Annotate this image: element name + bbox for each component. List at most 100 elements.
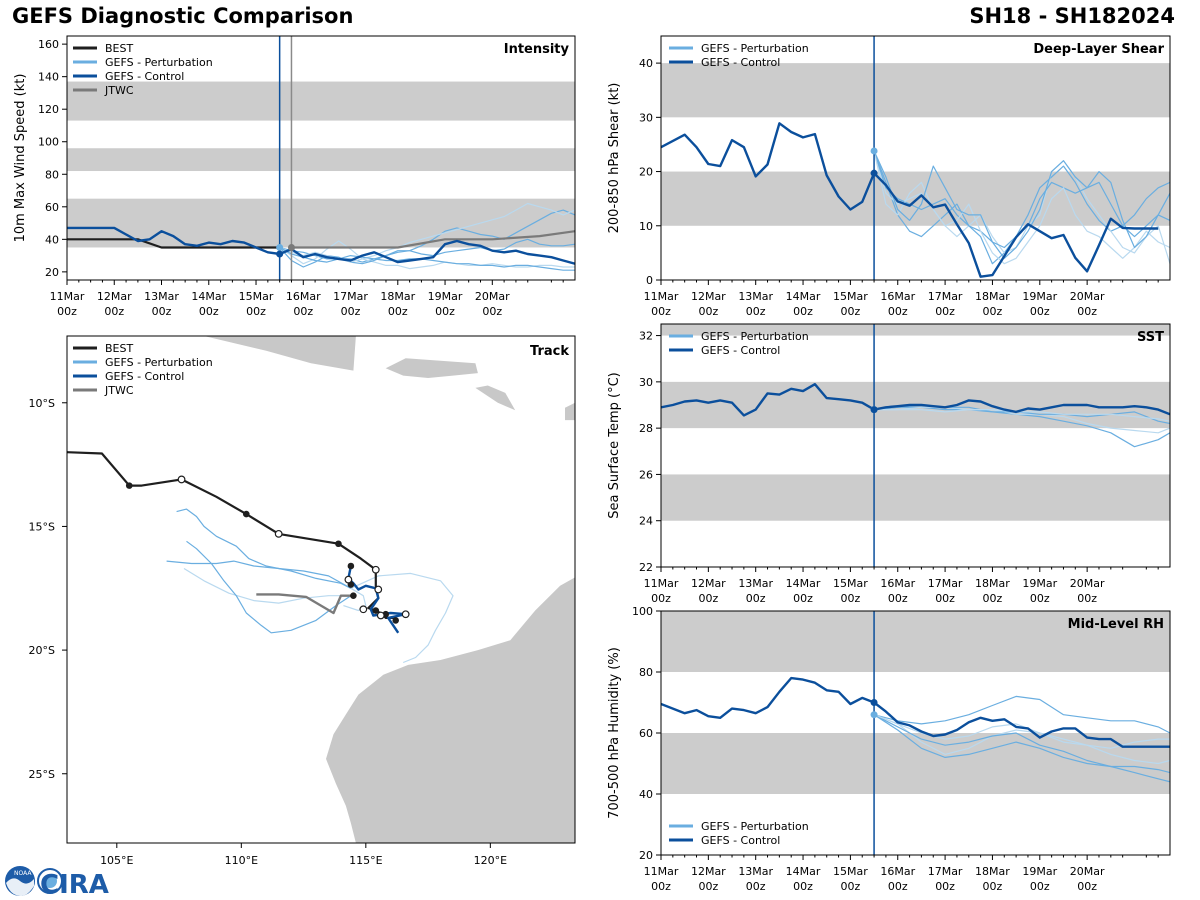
y-tick-label: 80 [45, 168, 59, 181]
control-series-line [661, 383, 1170, 417]
x-tick-sublabel: 00z [841, 592, 861, 605]
x-tick-sublabel: 00z [935, 592, 955, 605]
y-axis-label: Sea Surface Temp (°C) [607, 372, 622, 519]
perturbation-series-line [873, 714, 1170, 765]
x-tick-label: 15Mar [833, 290, 868, 303]
noaa-logo-text: NOAA [14, 870, 32, 877]
x-tick-sublabel: 00z [746, 592, 766, 605]
x-tick-label: 16Mar [880, 290, 915, 303]
y-tick-label: 160 [38, 38, 59, 51]
x-tick-label: 11Mar [644, 865, 679, 878]
x-tick-sublabel: 00z [1077, 592, 1097, 605]
legend-label: JTWC [104, 384, 134, 397]
rh-plot-area [661, 611, 1170, 794]
x-tick-sublabel: 00z [698, 592, 718, 605]
perturbation-series-line [874, 409, 1170, 422]
legend-label: GEFS - Control [701, 56, 780, 69]
perturbation-series-line [873, 695, 1170, 734]
legend-label: GEFS - Perturbation [105, 56, 213, 69]
x-tick-label: 19Mar [1022, 577, 1057, 590]
x-tick-sublabel: 00z [1030, 305, 1050, 318]
threshold-band [661, 63, 1170, 118]
lat-tick-label: 25°S [29, 768, 55, 781]
best-track-point-12z [401, 610, 410, 619]
x-tick-sublabel: 00z [888, 592, 908, 605]
legend-label: GEFS - Control [105, 70, 184, 83]
best-track-point-12z [359, 605, 368, 614]
y-tick-label: 120 [38, 103, 59, 116]
threshold-band [67, 148, 575, 172]
y-tick-label: 30 [639, 376, 653, 389]
y-tick-label: 140 [38, 71, 59, 84]
x-tick-sublabel: 00z [1077, 305, 1097, 318]
x-tick-sublabel: 00z [1030, 880, 1050, 893]
x-tick-label: 13Mar [738, 865, 773, 878]
x-tick-sublabel: 00z [57, 305, 77, 318]
y-tick-label: 20 [639, 849, 653, 862]
x-tick-sublabel: 00z [983, 880, 1003, 893]
x-tick-sublabel: 00z [841, 305, 861, 318]
x-tick-label: 20Mar [1070, 577, 1105, 590]
y-tick-label: 20 [45, 266, 59, 279]
x-tick-sublabel: 00z [1030, 592, 1050, 605]
plot-frame [66, 335, 576, 844]
threshold-band [661, 324, 1170, 336]
australia-landmass [326, 577, 575, 843]
y-axis-label: 200-850 hPa Shear (kt) [607, 83, 622, 234]
lesser-sunda-landmass [385, 358, 478, 378]
x-tick-label: 17Mar [333, 290, 368, 303]
x-tick-label: 12Mar [97, 290, 132, 303]
y-tick-label: 40 [639, 788, 653, 801]
x-tick-sublabel: 00z [698, 305, 718, 318]
lon-tick-label: 110°E [225, 854, 258, 867]
y-tick-label: 100 [632, 605, 653, 618]
y-tick-label: 10 [639, 220, 653, 233]
best-track-point-12z [344, 575, 353, 584]
legend-label: GEFS - Perturbation [701, 42, 809, 55]
best-track-point-00z [125, 482, 133, 489]
y-tick-label: 80 [639, 666, 653, 679]
legend-label: GEFS - Perturbation [105, 356, 213, 369]
x-tick-sublabel: 00z [888, 880, 908, 893]
x-tick-sublabel: 00z [199, 305, 219, 318]
x-tick-sublabel: 00z [341, 305, 361, 318]
plot-frame [660, 323, 1171, 568]
best-track-point-12z [376, 611, 385, 620]
panel-title: Track [530, 344, 569, 359]
lon-tick-label: 120°E [474, 854, 507, 867]
threshold-band [661, 611, 1170, 672]
x-tick-label: 18Mar [380, 290, 415, 303]
x-tick-sublabel: 00z [388, 305, 408, 318]
x-tick-sublabel: 00z [935, 305, 955, 318]
cira-logo-text: CIRA [40, 870, 109, 898]
best-track-point-00z [335, 540, 342, 548]
x-tick-label: 11Mar [644, 290, 679, 303]
best-track-point-00z [372, 607, 380, 614]
best-track-point-00z [242, 510, 250, 518]
jtwc-track [256, 593, 354, 615]
x-tick-label: 17Mar [928, 290, 963, 303]
x-tick-label: 15Mar [833, 577, 868, 590]
x-tick-label: 18Mar [975, 577, 1010, 590]
perturbation-track [186, 540, 352, 634]
y-tick-label: 22 [639, 561, 653, 574]
y-tick-label: 60 [45, 201, 59, 214]
x-tick-label: 13Mar [738, 577, 773, 590]
legend-label: GEFS - Perturbation [701, 330, 809, 343]
y-tick-label: 60 [639, 727, 653, 740]
sst-panel: 11Mar 00z 12Mar 00z 13Mar 00z 14Mar 00z 15Mar 00z… [607, 323, 1171, 605]
control-series-line [67, 226, 575, 265]
best-track-point-00z [347, 562, 355, 570]
x-tick-sublabel: 00z [651, 880, 671, 893]
perturbation-track [343, 587, 367, 612]
x-tick-label: 11Mar [644, 577, 679, 590]
plot-frame [66, 35, 576, 281]
storm-id: SH18 - SH182024 [969, 4, 1175, 28]
x-tick-label: 13Mar [738, 290, 773, 303]
y-tick-label: 26 [639, 468, 653, 481]
perturbation-start-point [870, 711, 878, 719]
jtwc-series-line [291, 230, 575, 249]
x-tick-sublabel: 00z [482, 305, 502, 318]
control-start-point [870, 169, 878, 177]
x-tick-label: 17Mar [928, 865, 963, 878]
